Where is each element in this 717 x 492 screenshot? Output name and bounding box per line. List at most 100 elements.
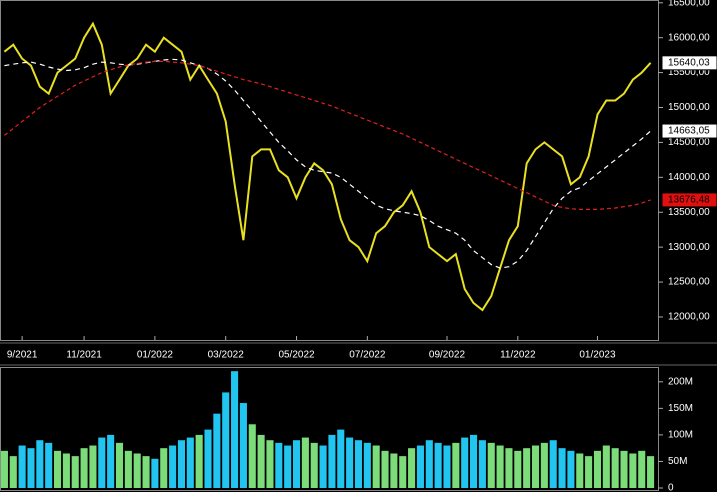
y-tick-label: 15500,00: [668, 67, 710, 78]
end-label-box: [661, 123, 717, 139]
volume-bar: [354, 440, 363, 488]
volume-bar: [363, 442, 371, 488]
volume-bar: [195, 434, 203, 488]
volume-bar: [408, 448, 416, 488]
volume-bar: [470, 434, 478, 488]
series-line: [4, 60, 651, 210]
volume-bar: [9, 456, 17, 488]
y-tick-label: 100M: [668, 430, 693, 441]
volume-bar: [558, 448, 566, 488]
volume-bar: [231, 371, 239, 488]
volume-bar: [186, 437, 194, 488]
volume-bar: [80, 448, 88, 488]
price-panel: [0, 0, 659, 341]
y-tick-label: 16500,00: [668, 0, 710, 8]
volume-bar: [540, 442, 548, 488]
volume-bar: [549, 440, 557, 488]
volume-bar: [523, 448, 531, 488]
volume-bar: [381, 450, 389, 488]
volume-bar: [248, 424, 256, 488]
volume-bar: [531, 445, 540, 488]
volume-bar: [115, 442, 124, 488]
volume-bar: [452, 442, 460, 488]
y-tick-label: 200M: [668, 376, 693, 387]
y-tick-label: 16000,00: [668, 32, 710, 43]
volume-bar: [434, 442, 442, 488]
x-tick-label: 01/2023: [579, 350, 616, 361]
volume-bar: [71, 456, 79, 488]
volume-bar: [390, 453, 398, 488]
volume-bar: [443, 445, 451, 488]
volume-bar: [496, 445, 504, 488]
volume-bar: [310, 442, 318, 488]
volume-bar: [425, 440, 433, 488]
volume-bar: [478, 440, 486, 488]
volume-bar: [301, 437, 309, 488]
volume-bar: [222, 392, 230, 488]
volume-bar: [576, 453, 584, 488]
volume-bar: [328, 434, 336, 488]
volume-bar: [89, 445, 97, 488]
y-tick-label: 12500,00: [668, 277, 710, 288]
volume-bar: [638, 450, 646, 488]
volume-bar: [18, 445, 26, 488]
volume-bar: [36, 440, 44, 488]
volume-bar: [602, 445, 610, 488]
volume-bar: [169, 445, 177, 488]
x-tick-label: 05/2022: [278, 350, 315, 361]
volume-bar: [45, 442, 53, 488]
volume-bar: [292, 440, 301, 488]
y-tick-label: 13500,00: [668, 207, 710, 218]
y-tick-label: 15000,00: [668, 102, 710, 113]
x-tick-label: 11/2021: [66, 350, 102, 361]
y-tick-label: 150M: [668, 403, 693, 414]
volume-bar: [567, 450, 575, 488]
volume-bar: [416, 445, 424, 488]
y-tick-label: 14000,00: [668, 172, 710, 183]
series-line: [3, 21, 652, 312]
volume-bar: [257, 434, 265, 488]
volume-bar: [266, 440, 274, 488]
x-tick-label: 07/2022: [349, 350, 386, 361]
y-tick-label: 14500,00: [668, 137, 710, 148]
volume-bar: [514, 450, 522, 488]
volume-bar: [27, 448, 35, 488]
volume-bar: [0, 450, 8, 488]
end-label-box: [661, 192, 717, 208]
volume-bar: [107, 434, 115, 488]
series-line: [4, 58, 651, 269]
x-tick-label: 03/2022: [208, 350, 245, 361]
volume-bar: [142, 456, 150, 488]
volume-bar: [204, 429, 212, 488]
volume-bar: [593, 450, 602, 488]
volume-bar: [585, 456, 593, 488]
volume-bar: [98, 437, 106, 488]
volume-bar: [133, 453, 141, 488]
volume-bar: [611, 448, 619, 488]
volume-bar: [177, 440, 185, 488]
volume-bar: [487, 442, 495, 488]
volume-bar: [461, 437, 469, 488]
end-label: 15640,03: [668, 57, 710, 68]
end-label-box: [661, 55, 717, 71]
volume-bar: [372, 445, 380, 488]
volume-bar: [53, 450, 62, 488]
end-label: 13676,48: [668, 195, 710, 206]
volume-bar: [239, 403, 247, 488]
volume-bar: [629, 453, 637, 488]
volume-panel: [0, 367, 659, 491]
volume-bar: [620, 450, 628, 488]
volume-bar: [124, 450, 132, 488]
y-tick-label: 50M: [668, 456, 687, 467]
volume-bar: [275, 442, 283, 488]
volume-bar: [505, 448, 513, 488]
volume-bar: [319, 445, 327, 488]
volume-bar: [284, 445, 292, 488]
x-tick-label: 9/2021: [7, 350, 38, 361]
x-tick-label: 01/2022: [137, 350, 174, 361]
volume-bar: [337, 429, 345, 488]
volume-bar: [647, 456, 655, 488]
volume-bar: [62, 453, 70, 488]
x-tick-label: 11/2022: [500, 350, 536, 361]
